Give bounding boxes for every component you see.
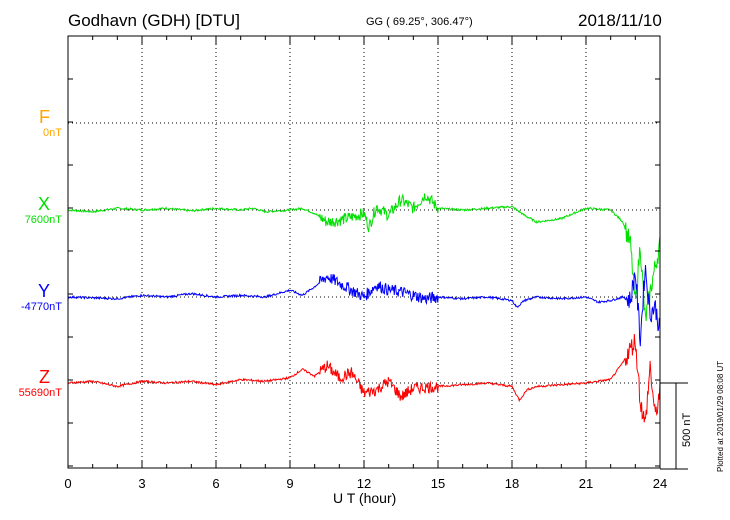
component-label-y: Y bbox=[37, 281, 50, 301]
x-tick-label: 3 bbox=[138, 476, 145, 491]
scale-bar-label: 500 nT bbox=[681, 412, 693, 447]
baseline-label-z: 55690nT bbox=[18, 387, 62, 399]
x-tick-label: 12 bbox=[357, 476, 371, 491]
x-tick-label: 9 bbox=[286, 476, 293, 491]
scale-bar bbox=[660, 382, 688, 470]
x-axis-title: U T (hour) bbox=[333, 490, 397, 506]
baseline-label-y: -4770nT bbox=[21, 301, 62, 313]
baseline-label-f: 0nT bbox=[43, 127, 62, 139]
x-tick-label: 15 bbox=[431, 476, 445, 491]
x-tick-label: 0 bbox=[64, 476, 71, 491]
x-tick-label: 18 bbox=[505, 476, 519, 491]
date-label: 2018/11/10 bbox=[578, 11, 662, 30]
chart-grid bbox=[68, 36, 660, 468]
station-title: Godhavn (GDH) [DTU] bbox=[68, 11, 240, 30]
x-axis-ticks: 0 3 6 9 12 15 18 21 24 bbox=[64, 36, 667, 491]
plotted-timestamp: Plotted at 2019/01/29 08:08 UT bbox=[716, 360, 725, 472]
x-tick-label: 24 bbox=[653, 476, 667, 491]
series-x-line bbox=[67, 193, 661, 322]
baseline-label-x: 7600nT bbox=[24, 214, 62, 226]
x-tick-label: 21 bbox=[579, 476, 593, 491]
geographic-coordinates: GG ( 69.25°, 306.47°) bbox=[366, 16, 473, 28]
chart-series bbox=[67, 193, 661, 423]
series-y-line bbox=[67, 264, 661, 347]
series-z-line bbox=[67, 333, 661, 423]
x-tick-label: 6 bbox=[212, 476, 219, 491]
component-label-f: F bbox=[39, 107, 50, 127]
component-label-x: X bbox=[37, 194, 50, 214]
component-label-z: Z bbox=[39, 367, 50, 387]
plot-frame bbox=[67, 35, 661, 469]
